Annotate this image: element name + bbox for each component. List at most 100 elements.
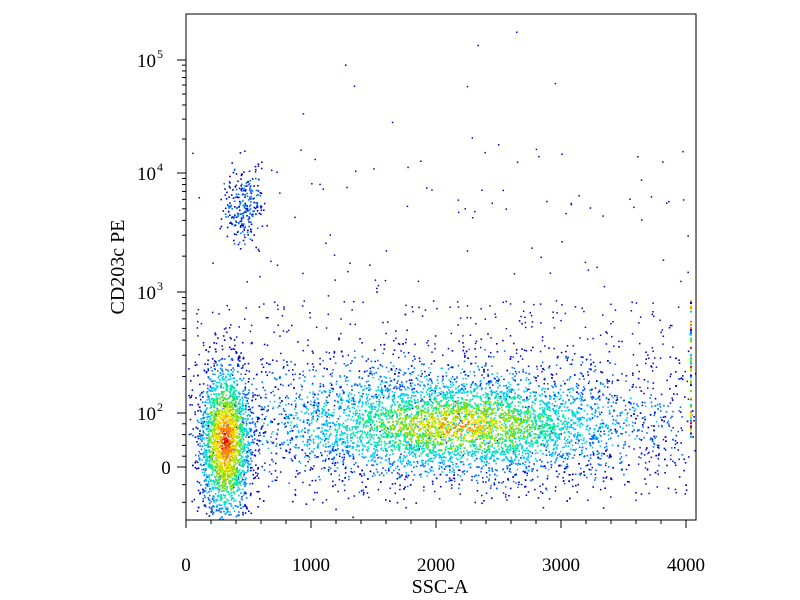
data-point <box>586 413 589 415</box>
data-point <box>319 437 322 439</box>
data-point <box>288 413 290 416</box>
data-point <box>438 498 441 500</box>
data-point <box>463 360 466 363</box>
data-point <box>554 384 556 386</box>
data-point <box>493 418 495 420</box>
data-point <box>410 385 413 388</box>
data-point <box>272 406 275 409</box>
data-point <box>650 424 653 427</box>
data-point <box>489 406 492 409</box>
data-point <box>543 415 545 418</box>
data-point <box>517 388 520 391</box>
data-point <box>559 428 561 430</box>
data-point <box>190 433 193 435</box>
data-point <box>317 445 320 447</box>
data-point <box>312 391 314 393</box>
data-point <box>581 442 584 445</box>
data-point <box>510 389 512 391</box>
data-point <box>538 437 540 440</box>
data-point <box>482 431 485 433</box>
data-point <box>528 417 531 419</box>
data-point <box>555 459 557 461</box>
data-point <box>391 434 394 437</box>
data-point <box>267 405 269 407</box>
data-point <box>427 446 429 449</box>
data-point <box>233 486 235 489</box>
data-point <box>427 406 430 409</box>
data-point <box>302 113 305 115</box>
data-point <box>354 400 356 403</box>
data-point <box>476 479 478 482</box>
data-point <box>434 447 436 449</box>
data-point <box>475 457 478 460</box>
data-point <box>457 211 460 214</box>
data-point <box>487 401 489 403</box>
data-point <box>302 370 305 373</box>
data-point <box>295 454 297 456</box>
data-point <box>476 427 478 429</box>
data-point <box>420 436 422 438</box>
data-point <box>658 453 660 455</box>
data-point <box>435 412 438 415</box>
data-point <box>431 426 434 428</box>
data-point <box>516 161 519 163</box>
data-point <box>408 379 411 381</box>
data-point <box>474 383 477 385</box>
data-point <box>298 447 300 449</box>
data-point <box>242 356 245 359</box>
data-point <box>501 423 503 426</box>
data-point <box>367 440 370 442</box>
data-point <box>285 425 287 428</box>
data-point <box>224 194 226 196</box>
data-point <box>267 409 269 411</box>
data-point <box>407 368 410 370</box>
data-point <box>310 400 312 403</box>
data-point <box>251 451 254 454</box>
data-point <box>572 485 574 488</box>
data-point <box>630 397 632 400</box>
data-point <box>339 433 341 436</box>
data-point <box>650 401 653 404</box>
data-point <box>309 403 312 406</box>
data-point <box>441 367 443 370</box>
data-point <box>449 396 452 398</box>
data-point <box>458 385 461 387</box>
data-point <box>337 395 340 398</box>
data-point <box>421 405 423 407</box>
data-point <box>405 472 407 474</box>
data-point <box>601 452 603 455</box>
data-point <box>480 338 483 340</box>
data-point <box>233 348 236 351</box>
data-point <box>509 303 512 305</box>
data-point <box>470 423 473 426</box>
data-point <box>628 481 630 483</box>
data-point <box>590 396 592 398</box>
data-point <box>447 347 450 350</box>
data-point <box>434 490 436 493</box>
data-point <box>310 419 313 422</box>
data-point <box>310 466 312 469</box>
data-point <box>347 418 349 421</box>
data-point <box>431 189 433 191</box>
data-point <box>452 412 455 415</box>
data-point <box>437 428 440 430</box>
data-point <box>385 415 388 417</box>
data-point <box>273 400 276 403</box>
data-point <box>505 414 507 417</box>
data-point <box>346 437 349 439</box>
data-point <box>521 358 524 360</box>
data-point <box>646 432 648 434</box>
data-point <box>626 419 628 422</box>
data-point <box>637 377 640 380</box>
data-point <box>371 411 373 413</box>
data-point <box>319 382 322 385</box>
data-point <box>404 416 407 419</box>
data-point <box>420 441 422 444</box>
data-point <box>355 449 357 451</box>
data-point <box>423 443 425 446</box>
data-point <box>589 207 592 209</box>
data-point <box>390 445 392 447</box>
data-point <box>391 121 394 124</box>
data-point <box>358 391 360 394</box>
data-point <box>504 453 507 455</box>
